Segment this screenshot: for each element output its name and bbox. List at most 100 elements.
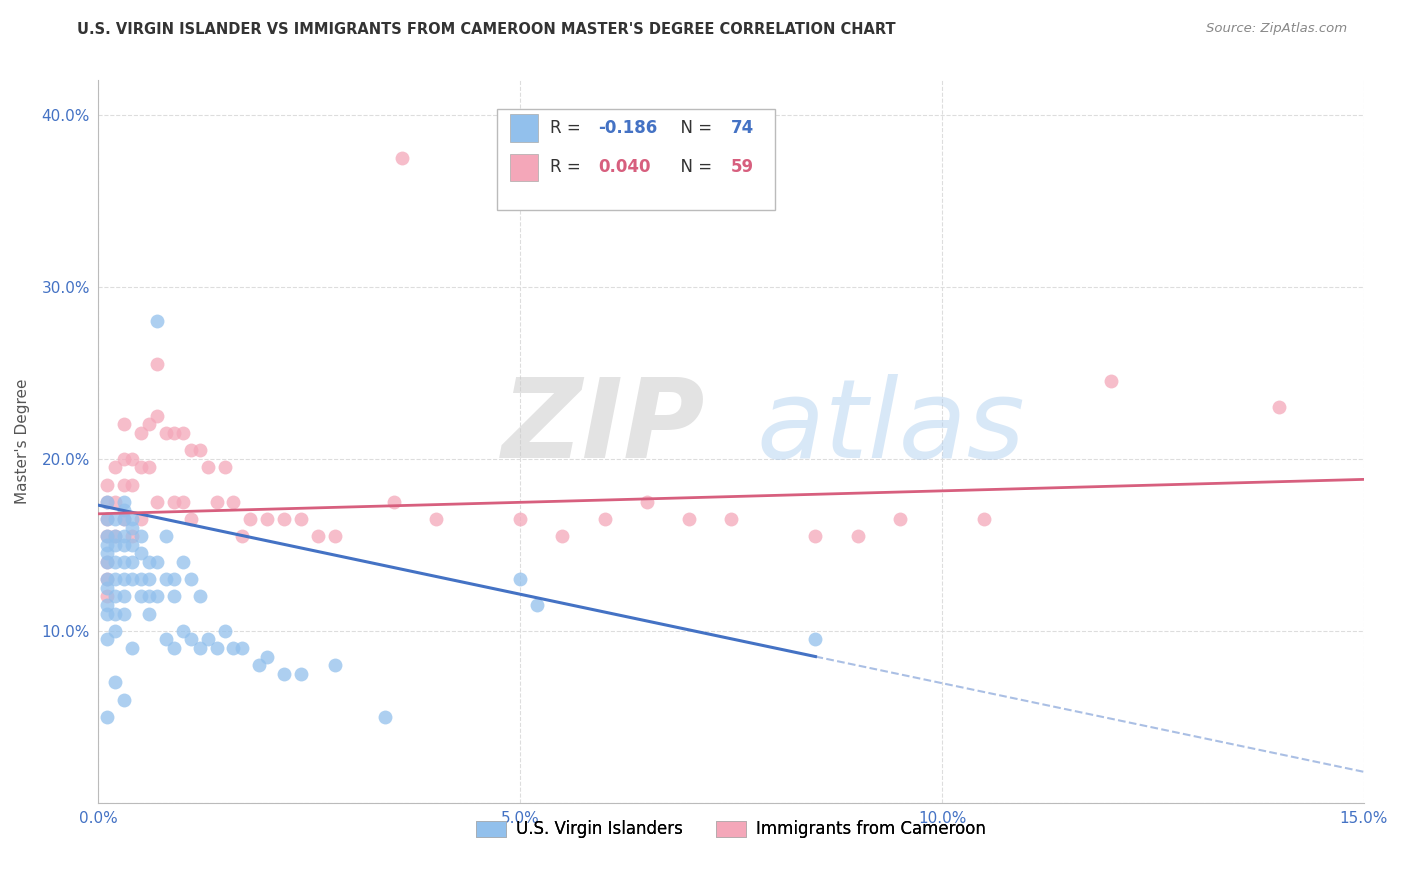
Point	[172, 555, 194, 569]
Point	[112, 572, 135, 586]
Point	[138, 555, 160, 569]
Point	[678, 512, 700, 526]
Point	[96, 572, 118, 586]
Point	[172, 425, 194, 440]
Point	[509, 572, 531, 586]
Point	[112, 503, 135, 517]
Point	[222, 640, 245, 655]
Point	[256, 512, 278, 526]
Text: N =: N =	[671, 158, 717, 176]
Point	[104, 512, 127, 526]
Point	[163, 640, 186, 655]
Y-axis label: Master's Degree: Master's Degree	[15, 379, 31, 504]
Point	[129, 590, 152, 604]
Point	[112, 607, 135, 621]
Text: R =: R =	[550, 119, 586, 137]
Point	[96, 494, 118, 508]
Point	[138, 417, 160, 432]
Point	[121, 520, 143, 534]
Point	[163, 572, 186, 586]
Point	[104, 675, 127, 690]
FancyBboxPatch shape	[498, 109, 776, 211]
Point	[323, 658, 346, 673]
Point	[121, 512, 143, 526]
Point	[214, 624, 236, 638]
Point	[112, 451, 135, 466]
Point	[96, 581, 118, 595]
Point	[973, 512, 995, 526]
Point	[247, 658, 270, 673]
Legend: U.S. Virgin Islanders, Immigrants from Cameroon: U.S. Virgin Islanders, Immigrants from C…	[470, 814, 993, 845]
Point	[188, 443, 211, 458]
Point	[197, 632, 219, 647]
Point	[129, 425, 152, 440]
Point	[307, 529, 329, 543]
Point	[205, 494, 228, 508]
Point	[205, 640, 228, 655]
Point	[96, 598, 118, 612]
Point	[146, 590, 169, 604]
Point	[146, 409, 169, 423]
Point	[155, 572, 177, 586]
Point	[96, 710, 118, 724]
Point	[290, 512, 312, 526]
Point	[121, 451, 143, 466]
Point	[222, 494, 245, 508]
Text: 0.040: 0.040	[599, 158, 651, 176]
Point	[112, 417, 135, 432]
Point	[180, 512, 202, 526]
Point	[129, 512, 152, 526]
Point	[112, 692, 135, 706]
Point	[323, 529, 346, 543]
Point	[121, 572, 143, 586]
Point	[96, 529, 118, 543]
Point	[104, 607, 127, 621]
FancyBboxPatch shape	[510, 154, 537, 181]
Point	[231, 640, 253, 655]
Point	[96, 538, 118, 552]
Point	[846, 529, 869, 543]
Point	[121, 555, 143, 569]
Point	[214, 460, 236, 475]
Point	[112, 512, 135, 526]
Point	[138, 572, 160, 586]
Point	[129, 546, 152, 560]
Point	[382, 494, 405, 508]
Point	[188, 640, 211, 655]
Point	[593, 512, 616, 526]
Text: R =: R =	[550, 158, 586, 176]
Point	[374, 710, 396, 724]
Point	[551, 529, 574, 543]
Text: U.S. VIRGIN ISLANDER VS IMMIGRANTS FROM CAMEROON MASTER'S DEGREE CORRELATION CHA: U.S. VIRGIN ISLANDER VS IMMIGRANTS FROM …	[77, 22, 896, 37]
Point	[104, 624, 127, 638]
Point	[804, 529, 827, 543]
Point	[96, 512, 118, 526]
Point	[172, 624, 194, 638]
Point	[163, 590, 186, 604]
Point	[112, 590, 135, 604]
Point	[155, 529, 177, 543]
Point	[889, 512, 911, 526]
Point	[96, 572, 118, 586]
Point	[104, 555, 127, 569]
Point	[96, 546, 118, 560]
Point	[180, 632, 202, 647]
Point	[146, 314, 169, 328]
Point	[96, 555, 118, 569]
FancyBboxPatch shape	[510, 114, 537, 142]
Point	[155, 632, 177, 647]
Point	[146, 555, 169, 569]
Point	[112, 538, 135, 552]
Point	[96, 607, 118, 621]
Point	[231, 529, 253, 543]
Text: -0.186: -0.186	[599, 119, 658, 137]
Point	[138, 460, 160, 475]
Text: ZIP: ZIP	[502, 374, 706, 481]
Point	[509, 512, 531, 526]
Point	[526, 598, 548, 612]
Point	[112, 529, 135, 543]
Point	[96, 529, 118, 543]
Point	[112, 494, 135, 508]
Text: 74: 74	[731, 119, 755, 137]
Point	[720, 512, 742, 526]
